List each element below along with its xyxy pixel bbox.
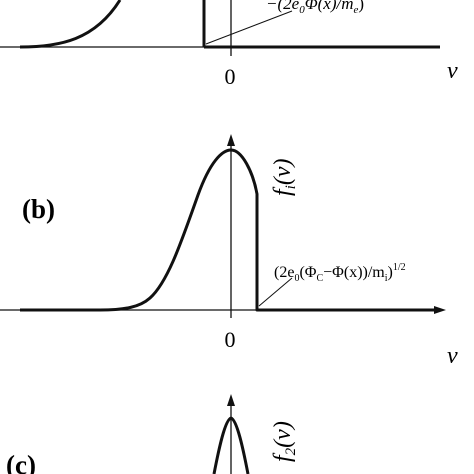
panel-c-distribution-curve bbox=[212, 416, 250, 474]
panel-b-f-label: fi(v) bbox=[270, 159, 299, 196]
panel-b-label: (b) bbox=[22, 194, 55, 224]
panel-b: (b) fi(v) (2e0(ΦC−Φ(x))/mi)1/2 0 v bbox=[0, 134, 458, 369]
panel-c-label: (c) bbox=[6, 450, 36, 474]
panel-b-zero-tick-label: 0 bbox=[225, 327, 236, 352]
panel-a-distribution-curve bbox=[19, 0, 122, 49]
panel-b-cutoff-pointer bbox=[258, 277, 293, 307]
panel-c-vertical-arrowhead bbox=[227, 394, 235, 406]
panel-c-f-label: f2(v) bbox=[270, 421, 299, 462]
panel-a-v-axis-label: v bbox=[447, 58, 458, 84]
panel-b-distribution-curve bbox=[20, 148, 440, 312]
panel-a-annotation-pointer bbox=[205, 10, 293, 45]
panel-a: −(2e0Φ(x)/me) 0 v bbox=[0, 0, 458, 89]
panel-c: (c) f2(v) bbox=[6, 394, 299, 474]
panel-a-annotation-label: −(2e0Φ(x)/me) bbox=[266, 0, 364, 16]
panel-b-vertical-arrowhead bbox=[227, 134, 235, 146]
panel-a-zero-tick-label: 0 bbox=[225, 64, 236, 89]
panel-b-v-axis-label: v bbox=[447, 343, 458, 369]
panel-b-cutoff-label: (2e0(ΦC−Φ(x))/mi)1/2 bbox=[274, 262, 406, 284]
